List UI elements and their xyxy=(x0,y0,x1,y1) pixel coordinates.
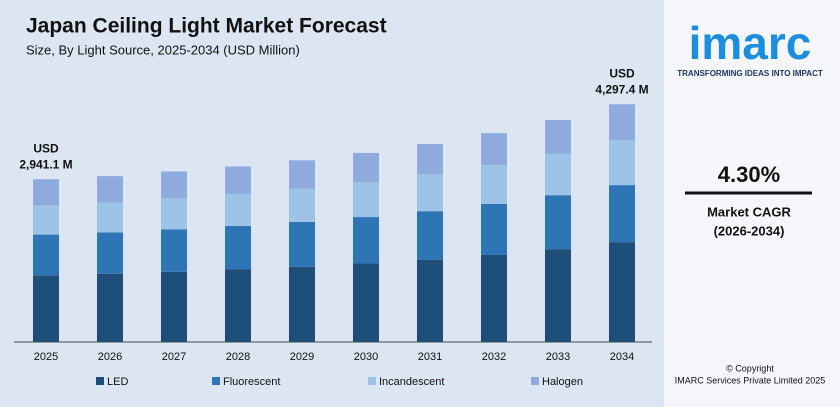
bar-segment xyxy=(609,104,635,140)
bar-segment xyxy=(225,269,251,342)
x-tick-label: 2033 xyxy=(546,351,570,363)
bar-segment xyxy=(353,263,379,342)
bar-segment xyxy=(225,166,251,194)
legend-label: LED xyxy=(107,376,128,388)
tagline: TRANSFORMING IDEAS INTO IMPACT xyxy=(677,69,823,78)
x-tick-label: 2034 xyxy=(610,351,634,363)
cagr-label: Market CAGR xyxy=(707,204,791,219)
legend-swatch xyxy=(96,377,104,385)
bar-segment xyxy=(289,188,315,222)
bar-segment xyxy=(97,232,123,274)
bar-segment xyxy=(33,179,59,206)
bar-segment xyxy=(481,254,507,342)
bar-segment xyxy=(161,171,187,199)
bar-segment xyxy=(289,160,315,189)
bar-segment xyxy=(33,205,59,235)
sidebar-panel xyxy=(664,0,840,407)
copyright: IMARC Services Private Limited 2025 xyxy=(675,375,826,385)
total-label: 2,941.1 M xyxy=(19,157,72,171)
bar-segment xyxy=(161,229,187,272)
x-tick-label: 2028 xyxy=(226,351,250,363)
bar-segment xyxy=(33,275,59,342)
bar-segment xyxy=(545,249,571,342)
x-tick-label: 2030 xyxy=(354,351,378,363)
logo: imarc xyxy=(689,17,812,69)
bar-segment xyxy=(289,221,315,267)
cagr-value: 4.30% xyxy=(718,162,780,187)
cagr-period: (2026-2034) xyxy=(714,223,785,238)
total-label: USD xyxy=(33,141,59,155)
bar-segment xyxy=(225,226,251,270)
legend-label: Fluorescent xyxy=(223,376,280,388)
x-tick-label: 2029 xyxy=(290,351,314,363)
bar-segment xyxy=(545,153,571,196)
bar-segment xyxy=(481,133,507,165)
legend-swatch xyxy=(368,377,376,385)
bar-segment xyxy=(97,273,123,342)
x-tick-label: 2027 xyxy=(162,351,186,363)
bar-segment xyxy=(289,266,315,342)
bar-segment xyxy=(161,198,187,230)
bar-segment xyxy=(225,193,251,227)
copyright: © Copyright xyxy=(726,363,774,373)
bar-segment xyxy=(545,195,571,250)
bar-segment xyxy=(33,234,59,276)
bar-segment xyxy=(353,152,379,183)
bar-segment xyxy=(481,203,507,255)
bar-segment xyxy=(609,139,635,186)
bar-segment xyxy=(609,185,635,243)
x-tick-label: 2025 xyxy=(34,351,58,363)
chart-title: Japan Ceiling Light Market Forecast xyxy=(26,15,387,38)
x-tick-label: 2032 xyxy=(482,351,506,363)
legend-swatch xyxy=(212,377,220,385)
bar-segment xyxy=(417,259,443,342)
legend-label: Halogen xyxy=(542,376,583,388)
bar-segment xyxy=(417,174,443,212)
bar-segment xyxy=(353,217,379,264)
total-label: 4,297.4 M xyxy=(595,82,648,96)
bar-segment xyxy=(417,144,443,175)
bar-segment xyxy=(353,182,379,218)
bar-segment xyxy=(97,202,123,233)
total-label: USD xyxy=(609,66,635,80)
bar-segment xyxy=(161,271,187,342)
legend-swatch xyxy=(531,377,539,385)
bar-segment xyxy=(545,120,571,154)
legend-label: Incandescent xyxy=(379,376,444,388)
bar-segment xyxy=(417,211,443,260)
chart-subtitle: Size, By Light Source, 2025-2034 (USD Mi… xyxy=(26,42,300,57)
bar-segment xyxy=(97,176,123,203)
x-tick-label: 2031 xyxy=(418,351,442,363)
bar-segment xyxy=(609,242,635,342)
bar-segment xyxy=(481,164,507,204)
x-tick-label: 2026 xyxy=(98,351,122,363)
